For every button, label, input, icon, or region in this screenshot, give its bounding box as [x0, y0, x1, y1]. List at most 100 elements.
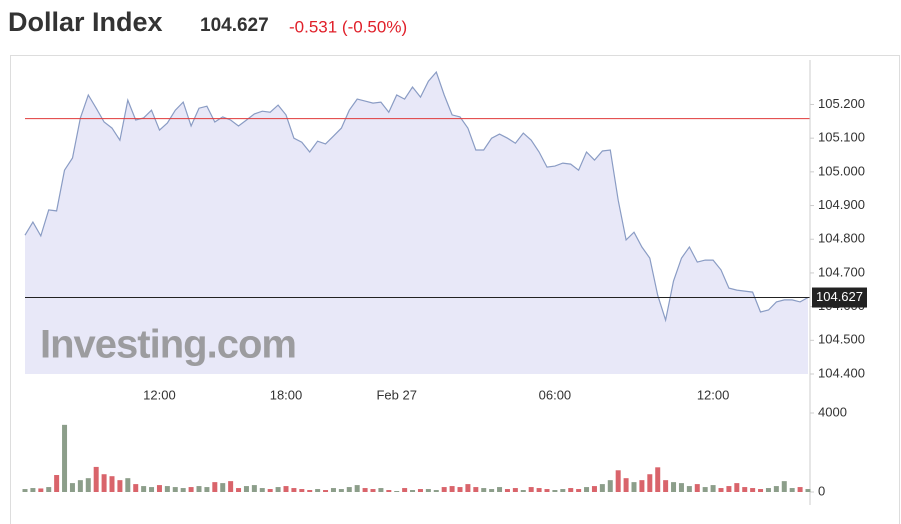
volume-bar: [718, 488, 724, 492]
volume-bar: [789, 488, 795, 492]
volume-bar: [710, 485, 716, 492]
volume-bar: [457, 487, 463, 492]
volume-bar: [410, 490, 416, 492]
volume-bar: [251, 485, 257, 492]
volume-bar: [781, 481, 787, 492]
volume-bar: [615, 470, 621, 492]
x-tick-label: 12:00: [143, 387, 176, 402]
volume-bar: [425, 489, 431, 492]
volume-bar: [623, 478, 629, 492]
volume-bar: [607, 480, 613, 492]
volume-bar: [489, 489, 495, 492]
volume-bar: [236, 488, 242, 492]
volume-bar: [196, 486, 202, 492]
volume-bar: [93, 466, 99, 492]
volume-bar: [417, 489, 423, 492]
volume-bar: [639, 480, 645, 492]
volume-bar: [773, 486, 779, 492]
volume-bar: [267, 489, 273, 492]
volume-bar: [671, 482, 677, 492]
volume-bar: [109, 476, 115, 492]
page-title: Dollar Index: [8, 7, 163, 37]
volume-bar: [275, 487, 281, 492]
volume-bar: [647, 474, 653, 492]
volume-bar: [686, 486, 692, 492]
last-price-label: 104.627: [816, 289, 863, 304]
volume-bar: [694, 484, 700, 492]
volume-bar: [141, 486, 147, 492]
y-tick-label: 104.500: [818, 332, 865, 347]
volume-bar: [584, 487, 590, 492]
volume-bar: [307, 490, 313, 492]
volume-bar: [283, 486, 289, 492]
volume-bar: [465, 484, 471, 492]
volume-bar: [394, 491, 400, 492]
volume-bar: [504, 489, 510, 492]
volume-bar: [101, 474, 107, 492]
volume-bar: [441, 487, 447, 492]
x-tick-label: 06:00: [539, 387, 572, 402]
volume-bar: [726, 486, 732, 492]
price-line: [24, 70, 809, 323]
area: [25, 72, 808, 374]
price: 104.627: [200, 15, 269, 36]
volume-bar: [750, 488, 756, 492]
volume-bar: [402, 488, 408, 492]
volume-bar: [330, 488, 336, 492]
volume-bar: [702, 487, 708, 492]
y2-tick-label: 4000: [818, 404, 847, 419]
volume-bar: [631, 482, 637, 492]
volume-bar: [149, 487, 155, 492]
volume-bar: [62, 424, 68, 492]
volume-bar: [228, 481, 234, 492]
volume-bar: [552, 490, 558, 492]
volume-bar: [212, 482, 218, 492]
volume-bar: [204, 487, 210, 492]
volume-bar: [386, 490, 392, 492]
volume-bar: [22, 489, 28, 492]
volume-bar: [497, 487, 503, 492]
volume-bar: [528, 487, 534, 492]
volume-bar: [797, 487, 803, 492]
volume-bar: [54, 475, 60, 492]
volume-bar: [69, 483, 75, 492]
volume-bar: [77, 480, 83, 492]
volume-bar: [346, 487, 352, 492]
volume-bar: [742, 487, 748, 492]
volume-bar: [512, 488, 518, 492]
volume-bar: [370, 489, 376, 492]
volume-bar: [678, 483, 684, 492]
last-price-box: [812, 287, 867, 308]
volume-bar: [560, 489, 566, 492]
volume-bar: [299, 489, 305, 492]
y2-tick-label: 0: [818, 483, 825, 498]
watermark: Investing.com: [40, 323, 296, 367]
volume-bar: [117, 480, 123, 492]
y-tick-label: 105.100: [818, 130, 865, 145]
volume-bar: [520, 490, 526, 492]
volume-bar: [315, 489, 321, 492]
volume-bar: [323, 490, 329, 492]
volume-bar: [188, 487, 194, 492]
x-tick-label: 18:00: [270, 387, 303, 402]
volume-bar: [46, 487, 52, 492]
volume-bar: [576, 489, 582, 492]
volume-bar: [338, 489, 344, 492]
volume-bar: [125, 478, 131, 492]
y-tick-label: 104.900: [818, 197, 865, 212]
x-tick-label: Feb 27: [376, 387, 416, 402]
volume-bar: [473, 487, 479, 492]
volume-bar: [734, 483, 740, 492]
volume-bar: [220, 483, 226, 492]
volume-bar: [291, 488, 297, 492]
volume-bar: [591, 486, 597, 492]
x-tick-label: 12:00: [697, 387, 730, 402]
volume-bar: [38, 488, 44, 492]
chart-frame: [10, 55, 900, 524]
y-tick-label: 104.700: [818, 264, 865, 279]
volume-bar: [655, 467, 661, 492]
volume-bar: [536, 488, 542, 492]
y-tick-label: 105.200: [818, 96, 865, 111]
